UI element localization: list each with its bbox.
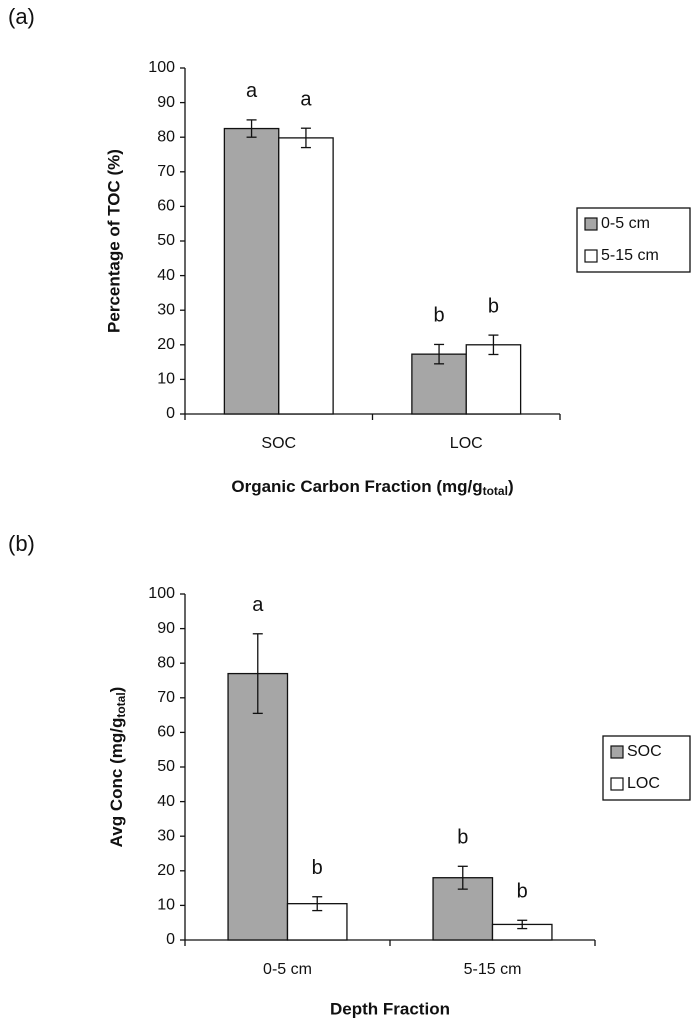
legend-swatch [610,745,624,759]
significance-letter: b [488,295,499,317]
error-bar [434,343,445,365]
y-tick-label: 100 [148,59,175,76]
bar [278,137,334,415]
legend-label: 5-15 cm [601,247,659,264]
x-tick-label: LOC [450,435,483,452]
y-tick-label: 80 [157,128,175,145]
error-bar [252,633,263,715]
legend-swatch [584,249,598,263]
significance-letter: a [246,80,258,102]
significance-letter: a [300,88,312,110]
panel-label: (a) [8,4,35,29]
y-tick-label: 20 [157,862,175,879]
error-bar [312,896,323,912]
y-tick-label: 40 [157,793,175,810]
legend-label: SOC [627,743,662,760]
legend-label: LOC [627,775,660,792]
significance-letter: b [457,827,468,849]
y-tick-label: 40 [157,267,175,284]
y-axis-title: Avg Conc (mg/gtotal) [107,687,128,848]
bar [227,672,289,941]
y-tick-label: 0 [166,931,175,948]
y-tick-label: 50 [157,758,175,775]
y-tick-label: 70 [157,163,175,180]
y-tick-label: 70 [157,689,175,706]
panel-label: (b) [8,531,35,556]
error-bar [300,127,311,149]
bar [465,344,522,415]
y-axis-title-part: total [114,692,128,717]
significance-letter: b [517,881,528,903]
x-axis-title: Organic Carbon Fraction (mg/gtotal) [231,477,513,498]
x-tick-label: 0-5 cm [263,961,312,978]
x-axis-title-part: total [483,484,508,498]
y-tick-label: 10 [157,371,175,388]
significance-letter: b [312,857,323,879]
legend: 0-5 cm 5-15 cm [576,207,691,273]
bar [223,127,280,415]
y-tick-label: 90 [157,620,175,637]
legend-swatch [610,777,624,791]
legend: SOC LOC [602,735,691,801]
y-tick-label: 30 [157,827,175,844]
legend-swatch [584,217,598,231]
legend-label: 0-5 cm [601,215,650,232]
y-tick-label: 60 [157,198,175,215]
error-bar [246,119,257,138]
y-tick-label: 80 [157,654,175,671]
y-tick-label: 10 [157,897,175,914]
x-axis-title: Depth Fraction [330,999,450,1018]
y-tick-label: 0 [166,405,175,422]
significance-letter: a [252,594,264,616]
x-tick-label: SOC [261,435,296,452]
x-tick-label: 5-15 cm [464,961,522,978]
x-axis-title-part: ) [508,477,514,496]
error-bar [457,865,468,890]
significance-letter: b [434,305,445,327]
y-tick-label: 20 [157,336,175,353]
error-bar [517,919,528,930]
y-tick-label: 100 [148,585,175,602]
error-bar [488,334,499,356]
y-axis-title-part: Avg Conc (mg/g [107,718,126,848]
y-axis-title-part: ) [107,687,126,693]
y-axis-title: Percentage of TOC (%) [104,149,123,333]
y-tick-label: 90 [157,94,175,111]
y-tick-label: 30 [157,301,175,318]
y-tick-label: 50 [157,232,175,249]
x-axis-title-part: Organic Carbon Fraction (mg/g [231,477,482,496]
y-tick-label: 60 [157,724,175,741]
